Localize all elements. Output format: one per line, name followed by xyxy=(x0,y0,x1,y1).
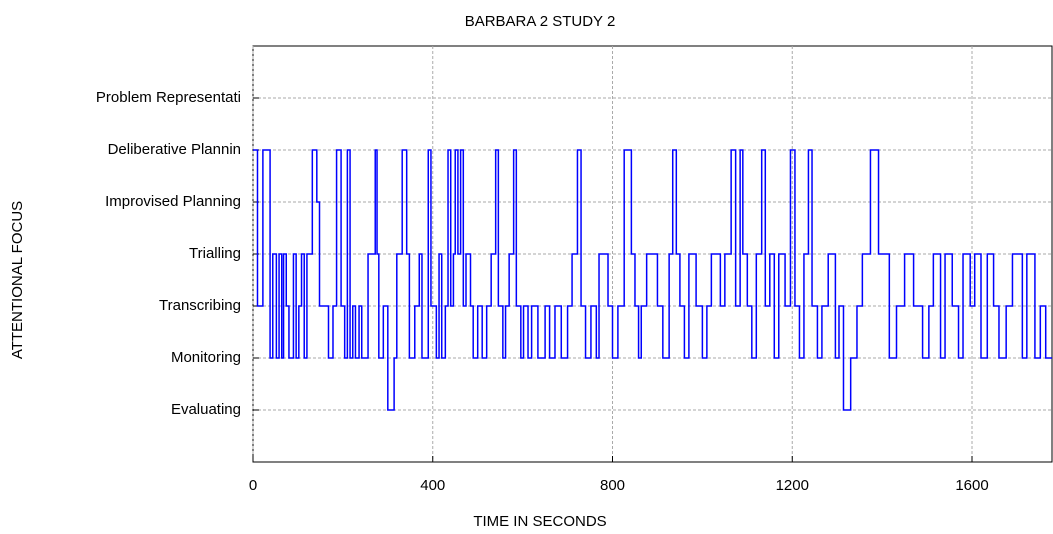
x-tick-label: 1600 xyxy=(955,477,988,494)
x-tick-label: 0 xyxy=(249,477,257,494)
y-tick-label: Improvised Planning xyxy=(105,193,241,210)
y-tick-label: Transcribing xyxy=(159,297,241,314)
y-axis-label: ATTENTIONAL FOCUS xyxy=(9,201,26,359)
x-tick-label: 1200 xyxy=(776,477,809,494)
y-tick-label: Problem Representati xyxy=(96,89,241,106)
chart-title: BARBARA 2 STUDY 2 xyxy=(465,13,616,30)
x-tick-label: 400 xyxy=(420,477,445,494)
x-tick-label: 800 xyxy=(600,477,625,494)
step-line xyxy=(253,149,1052,411)
x-axis-label: TIME IN SECONDS xyxy=(473,513,606,530)
y-tick-label: Trialling xyxy=(189,245,241,262)
y-tick-label: Evaluating xyxy=(171,401,241,418)
y-tick-label: Deliberative Plannin xyxy=(108,141,241,158)
y-tick-label: Monitoring xyxy=(171,349,241,366)
